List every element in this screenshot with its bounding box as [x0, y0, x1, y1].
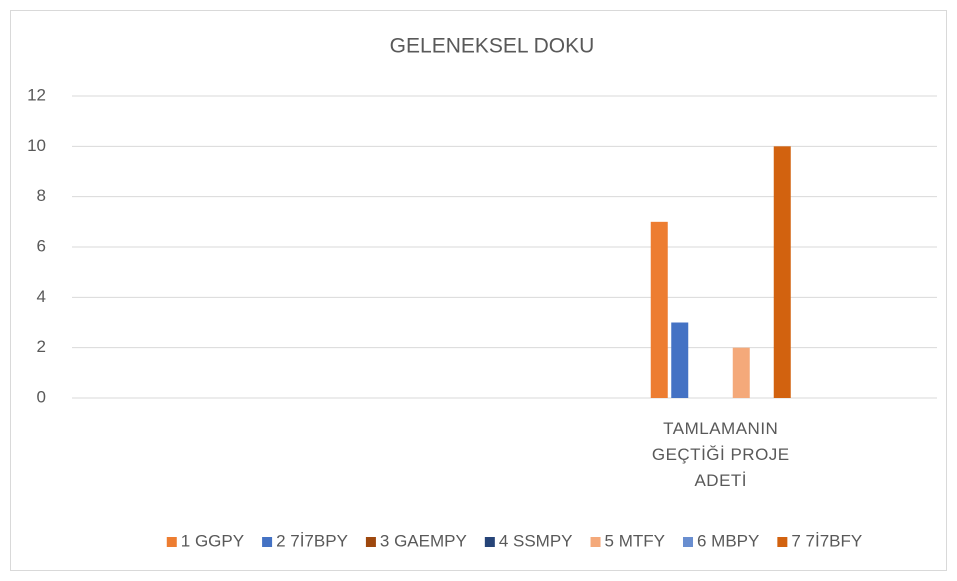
- y-tick-label: 6: [37, 236, 46, 255]
- legend-label: 5 MTFY: [605, 531, 665, 550]
- bar: [732, 347, 750, 398]
- x-tick-label: TAMLAMANIN GEÇTİĞİ PROJE ADETİ: [651, 419, 790, 490]
- chart-title: GELENEKSEL DOKU: [390, 35, 595, 58]
- legend-swatch: [365, 537, 376, 547]
- legend-swatch: [682, 537, 693, 547]
- y-tick-label: 12: [27, 85, 46, 104]
- legend-swatch: [262, 537, 273, 547]
- legend-label: 1 GGPY: [181, 531, 244, 550]
- legend-swatch: [166, 537, 177, 547]
- legend-swatch: [484, 537, 495, 547]
- legend-label: 3 GAEMPY: [380, 531, 467, 550]
- legend-swatch: [777, 537, 788, 547]
- y-tick-label: 4: [37, 287, 46, 306]
- chart-border: [10, 10, 947, 571]
- y-tick-label: 10: [27, 136, 46, 155]
- legend-label: 7 7İ7BFY: [791, 531, 862, 550]
- y-tick-label: 0: [37, 387, 46, 406]
- y-tick-label: 2: [37, 337, 46, 356]
- bar: [650, 221, 668, 398]
- bar: [671, 322, 689, 398]
- legend-label: 6 MBPY: [697, 531, 759, 550]
- y-tick-label: 8: [37, 186, 46, 205]
- legend-label: 2 7İ7BPY: [276, 531, 348, 550]
- bar: [773, 146, 791, 398]
- legend-label: 4 SSMPY: [499, 531, 573, 550]
- legend-swatch: [590, 537, 601, 547]
